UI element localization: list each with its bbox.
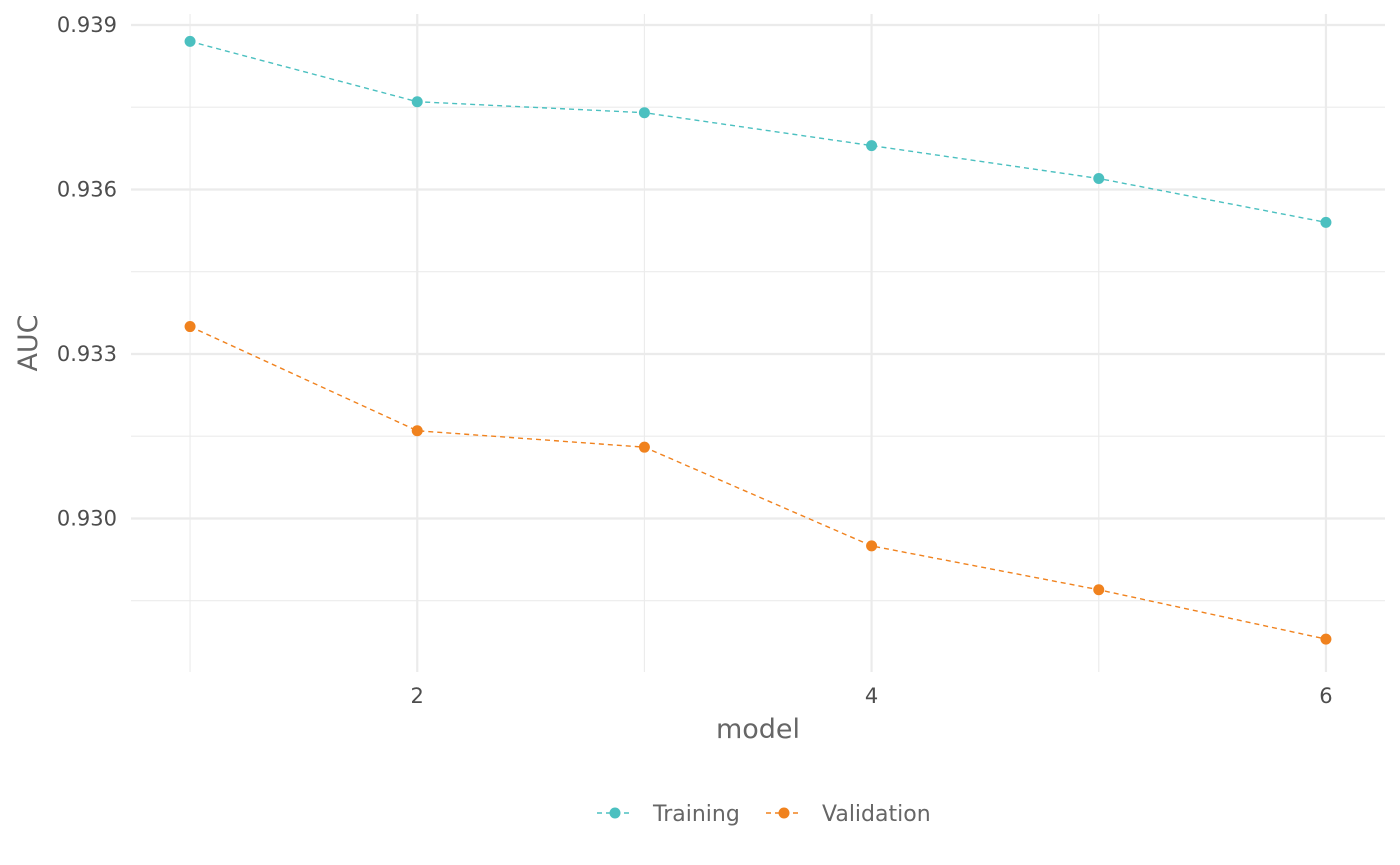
x-axis-tick-labels: 2 4 6	[411, 684, 1333, 708]
legend-item-validation: Validation	[766, 802, 931, 827]
y-axis-title: AUC	[13, 314, 44, 371]
series-layer	[184, 35, 1332, 645]
data-point-training	[184, 35, 196, 47]
data-point-validation	[184, 321, 196, 333]
x-tick-label: 2	[411, 684, 424, 708]
data-point-training	[1093, 173, 1105, 184]
data-point-validation	[866, 540, 878, 552]
y-tick-label: 0.939	[57, 13, 117, 37]
y-tick-label: 0.930	[57, 506, 117, 530]
legend: Training Validation	[597, 802, 931, 827]
series-line-validation	[189, 325, 1327, 640]
legend-key-marker	[609, 807, 621, 819]
data-point-training	[638, 107, 650, 119]
y-axis-tick-labels: 0.930 0.933 0.936 0.939	[57, 13, 117, 531]
data-point-validation	[638, 441, 650, 453]
series-line-training	[189, 40, 1327, 224]
data-point-validation	[411, 425, 423, 437]
y-tick-label: 0.933	[57, 342, 117, 366]
x-tick-label: 6	[1319, 684, 1332, 708]
x-tick-label: 4	[865, 684, 878, 708]
legend-label: Validation	[822, 802, 931, 827]
grid-minor-lines	[131, 14, 1385, 672]
legend-item-training: Training	[597, 802, 740, 827]
x-axis-title: model	[716, 714, 800, 745]
data-point-validation	[1320, 633, 1332, 645]
y-tick-label: 0.936	[57, 177, 117, 201]
data-point-validation	[1093, 584, 1105, 596]
grid-major-lines	[131, 14, 1385, 672]
legend-key-marker	[778, 807, 790, 819]
legend-label: Training	[652, 802, 740, 827]
data-point-training	[411, 96, 423, 108]
data-point-training	[1320, 216, 1332, 228]
data-point-training	[866, 140, 878, 152]
